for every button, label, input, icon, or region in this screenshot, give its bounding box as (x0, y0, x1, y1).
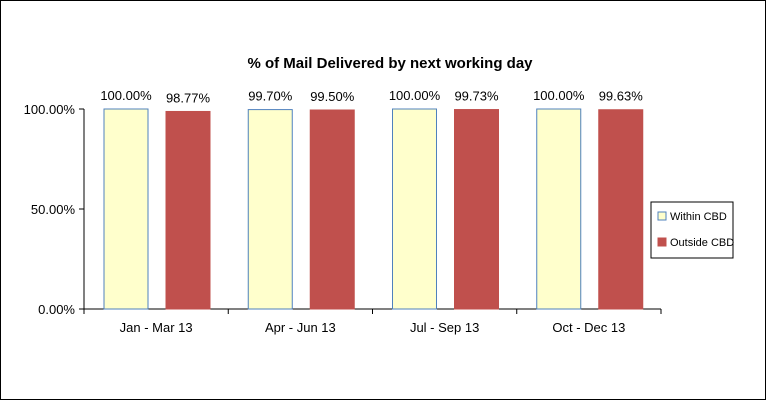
data-label: 100.00% (389, 88, 441, 103)
data-label: 99.73% (454, 89, 499, 104)
data-label: 99.70% (248, 89, 293, 104)
legend-box (650, 201, 734, 259)
legend-label: Outside CBD (670, 237, 734, 249)
bar-within-cbd (536, 108, 582, 310)
x-tick-label: Oct - Dec 13 (552, 320, 625, 335)
legend-swatch (657, 237, 667, 247)
x-tick-label: Apr - Jun 13 (265, 320, 336, 335)
x-tick-label: Jul - Sep 13 (410, 320, 479, 335)
y-tick-label: 0.00% (38, 302, 75, 317)
bar-outside-cbd (454, 109, 499, 310)
y-tick-label: 100.00% (24, 102, 76, 117)
data-label: 99.63% (599, 89, 644, 104)
data-label: 100.00% (533, 88, 585, 103)
legend-label: Within CBD (670, 211, 727, 223)
data-label: 98.77% (166, 90, 211, 105)
plot-area: 0.00% 50.00% 100.00% 100.00% 98.77% Jan - Mar… (24, 88, 662, 335)
bar-outside-cbd (309, 109, 355, 310)
bar-outside-cbd (598, 109, 644, 310)
data-label: 100.00% (100, 88, 152, 103)
bar-within-cbd (103, 108, 149, 310)
x-tick-label: Jan - Mar 13 (120, 320, 193, 335)
legend: Within CBD Outside CBD (650, 201, 734, 259)
legend-swatch (657, 211, 667, 221)
bar-within-cbd (392, 108, 437, 310)
y-tick-label: 50.00% (31, 202, 76, 217)
bar-within-cbd (247, 109, 293, 310)
data-label: 99.50% (310, 89, 355, 104)
bar-outside-cbd (165, 110, 211, 310)
chart-title: % of Mail Delivered by next working day (247, 55, 533, 72)
